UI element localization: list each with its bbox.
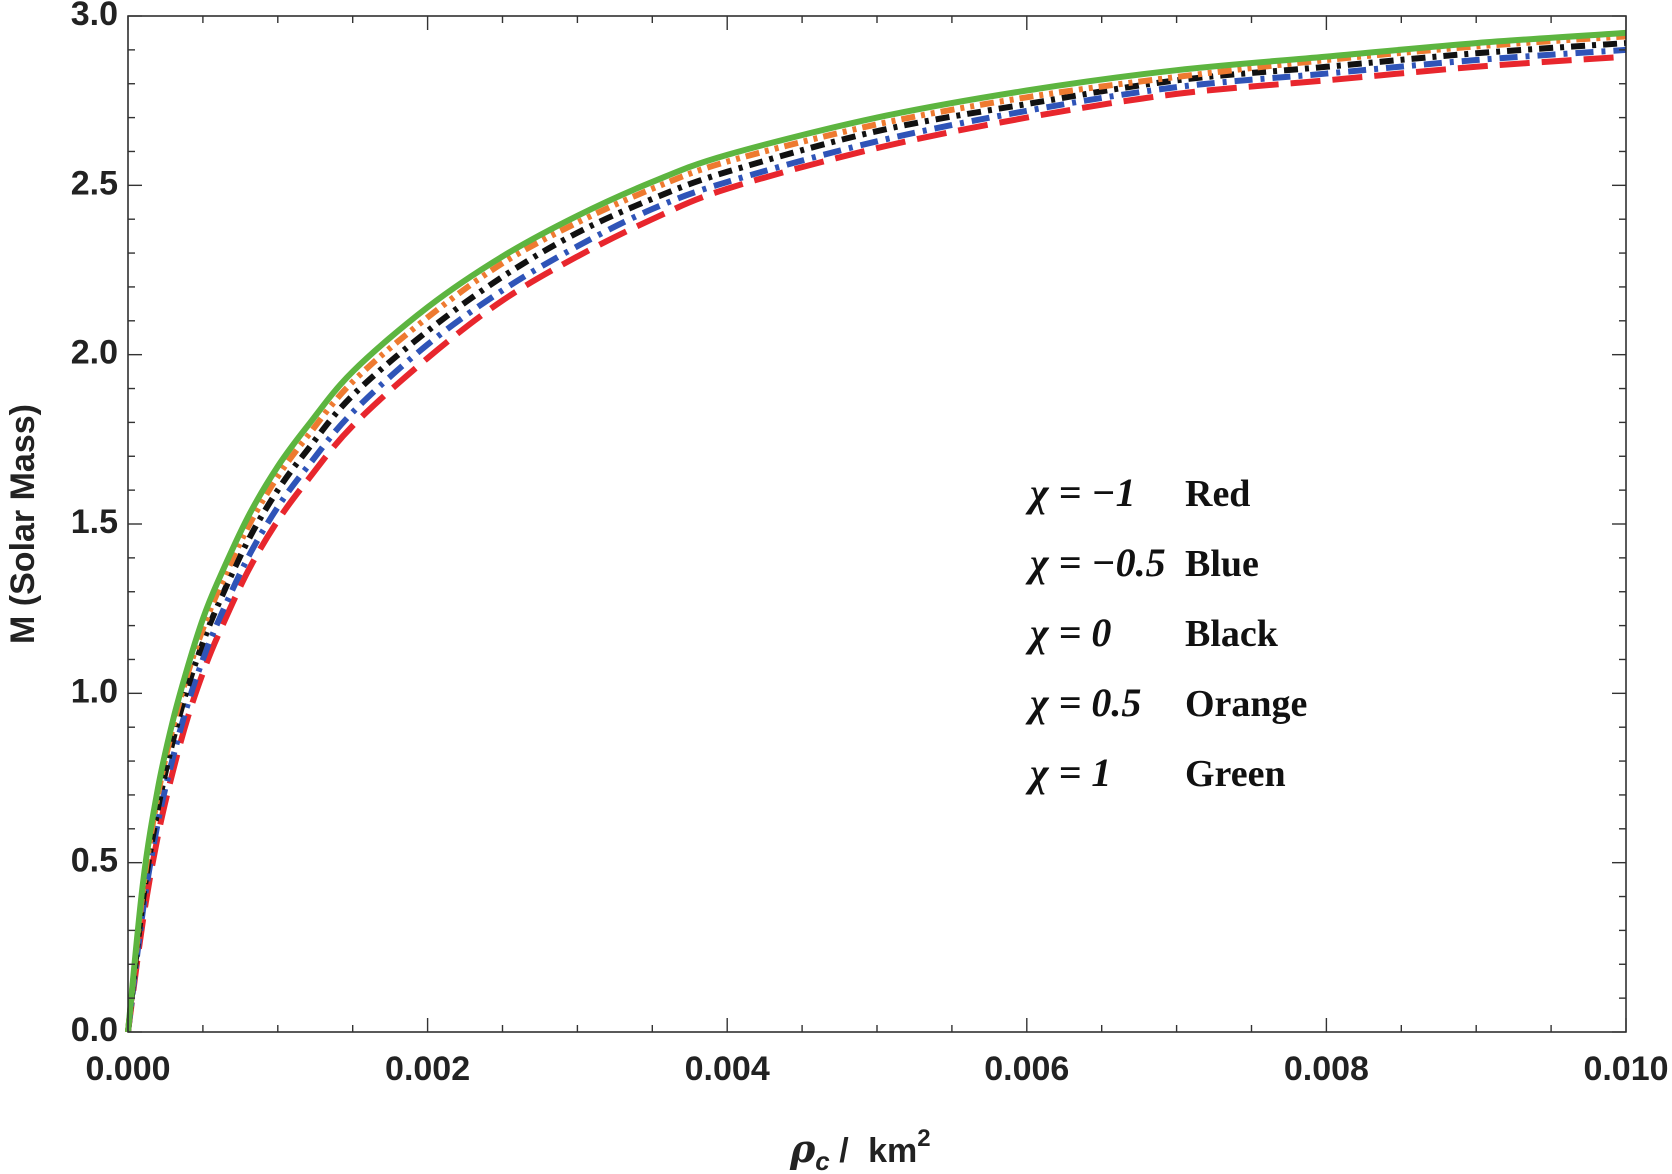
series-line-green [125,29,1627,1033]
legend-color-label: Green [1185,753,1286,795]
legend-color-label: Orange [1185,683,1307,725]
tick-layer [127,15,1627,1033]
legend: χ = −1 Red χ = −0.5 Blue χ = 0 Black χ = 0.5 Or… [1025,470,1307,795]
x-tick-label: 0.008 [1284,1050,1369,1088]
x-axis-exponent: 2 [917,1125,930,1152]
y-tick-label: 1.5 [71,503,118,541]
y-tick-label: 0.5 [71,842,118,880]
legend-chi-value: χ = 0 [1025,610,1111,655]
y-tick-label: 0.0 [71,1011,118,1049]
legend-chi-value: χ = 0.5 [1025,680,1141,725]
y-axis-label: M (Solar Mass) [4,404,42,644]
x-tick-label: 0.004 [685,1050,770,1088]
x-axis-symbol: ρ [789,1126,816,1171]
x-tick-label: 0.006 [984,1050,1069,1088]
x-axis-unit: km [868,1132,917,1170]
x-axis-label: ρc / km2 [789,1125,931,1174]
series-line-orange [125,33,1627,1033]
x-tick-label: 0.000 [85,1050,170,1088]
plot-frame [127,15,1627,1033]
series-line-red [125,53,1627,1033]
series-line-blue [125,46,1627,1033]
x-tick-label: 0.010 [1583,1050,1668,1088]
legend-chi-value: χ = −0.5 [1025,540,1166,585]
legend-chi-value: χ = −1 [1025,470,1136,515]
y-tick-label: 2.5 [71,164,118,202]
legend-color-label: Black [1185,613,1279,655]
curve-layer [125,29,1627,1033]
y-tick-label: 2.0 [71,334,118,372]
x-axis-slash: / [830,1132,858,1170]
tick-label-layer: 0.000 0.002 0.004 0.006 0.008 0.010 0.0 0.5 1.0 1… [71,0,1669,1088]
legend-color-label: Blue [1185,543,1259,585]
series-line-black [125,40,1627,1033]
legend-color-label: Red [1185,473,1250,515]
x-axis-subscript: c [815,1146,830,1174]
y-tick-label: 1.0 [71,672,118,710]
x-tick-label: 0.002 [385,1050,470,1088]
legend-chi-value: χ = 1 [1025,750,1111,795]
y-tick-label: 3.0 [71,0,118,33]
